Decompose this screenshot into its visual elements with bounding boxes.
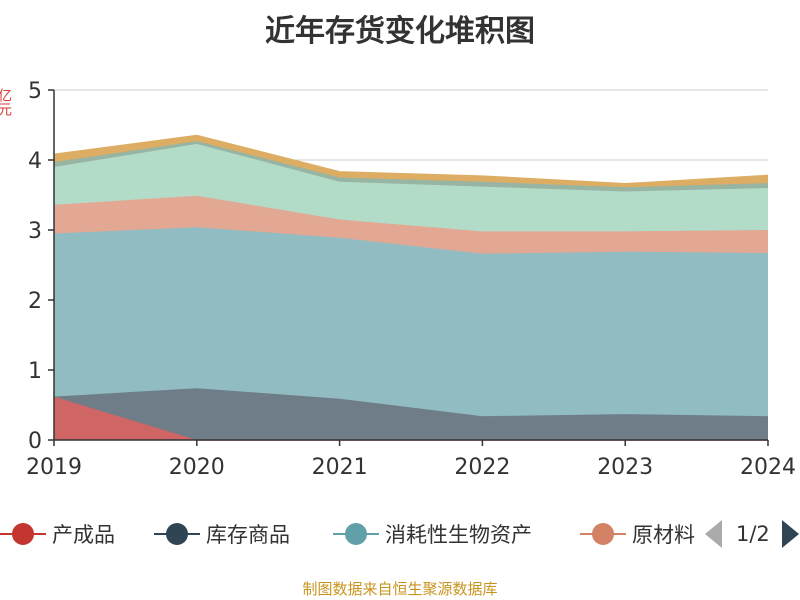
area-line-series-6: [53, 134, 769, 185]
area-series-2: [54, 227, 768, 417]
legend-item[interactable]: 消耗性生物资产: [333, 516, 532, 552]
legend-label: 产成品: [52, 523, 115, 547]
area-series-0: [54, 396, 768, 440]
area-series-3: [54, 195, 768, 254]
y-tick-label: 4: [28, 149, 42, 174]
stacked-area-chart: 0 1 2 3 4 5 2019 2020 2021 2022 2023 2024: [26, 79, 796, 480]
legend-marker-icon: [580, 516, 626, 552]
x-tick-label: 2021: [312, 455, 368, 480]
data-source-note: 制图数据来自恒生聚源数据库: [302, 580, 498, 598]
x-tick-label: 2020: [169, 455, 225, 480]
area-series-4: [54, 143, 768, 232]
x-tick-label: 2022: [454, 455, 510, 480]
legend-label: 库存商品: [206, 523, 290, 547]
legend-prev-icon[interactable]: [705, 520, 722, 548]
y-tick-label: 5: [28, 79, 42, 104]
legend-page-indicator: 1/2: [736, 522, 770, 546]
legend-marker-icon: [333, 516, 379, 552]
legend-item[interactable]: 产成品: [0, 516, 115, 552]
legend-label: 原材料: [632, 523, 695, 547]
legend-next-icon[interactable]: [781, 520, 799, 548]
legend-label: 消耗性生物资产: [385, 523, 532, 547]
y-tick-label: 1: [28, 359, 42, 384]
x-tick-label: 2024: [740, 455, 796, 480]
legend-pager: 1/2: [700, 516, 800, 552]
y-axis-label: 亿元: [0, 88, 12, 116]
chart-title: 近年存货变化堆积图: [265, 14, 535, 49]
y-tick-label: 3: [28, 219, 42, 244]
legend-marker-icon: [0, 516, 46, 552]
x-tick-label: 2019: [26, 455, 82, 480]
y-tick-label: 0: [28, 429, 42, 454]
legend-item[interactable]: 原材料: [580, 516, 695, 552]
y-tick-label: 2: [28, 289, 42, 314]
area-series-1: [54, 388, 768, 440]
legend-marker-icon: [154, 516, 200, 552]
area-series-6: [54, 135, 768, 188]
legend-item[interactable]: 库存商品: [154, 516, 290, 552]
x-tick-label: 2023: [597, 455, 653, 480]
chart-legend: 产成品 库存商品 消耗性生物资产 原材料: [0, 516, 800, 552]
area-series-5: [54, 141, 768, 192]
